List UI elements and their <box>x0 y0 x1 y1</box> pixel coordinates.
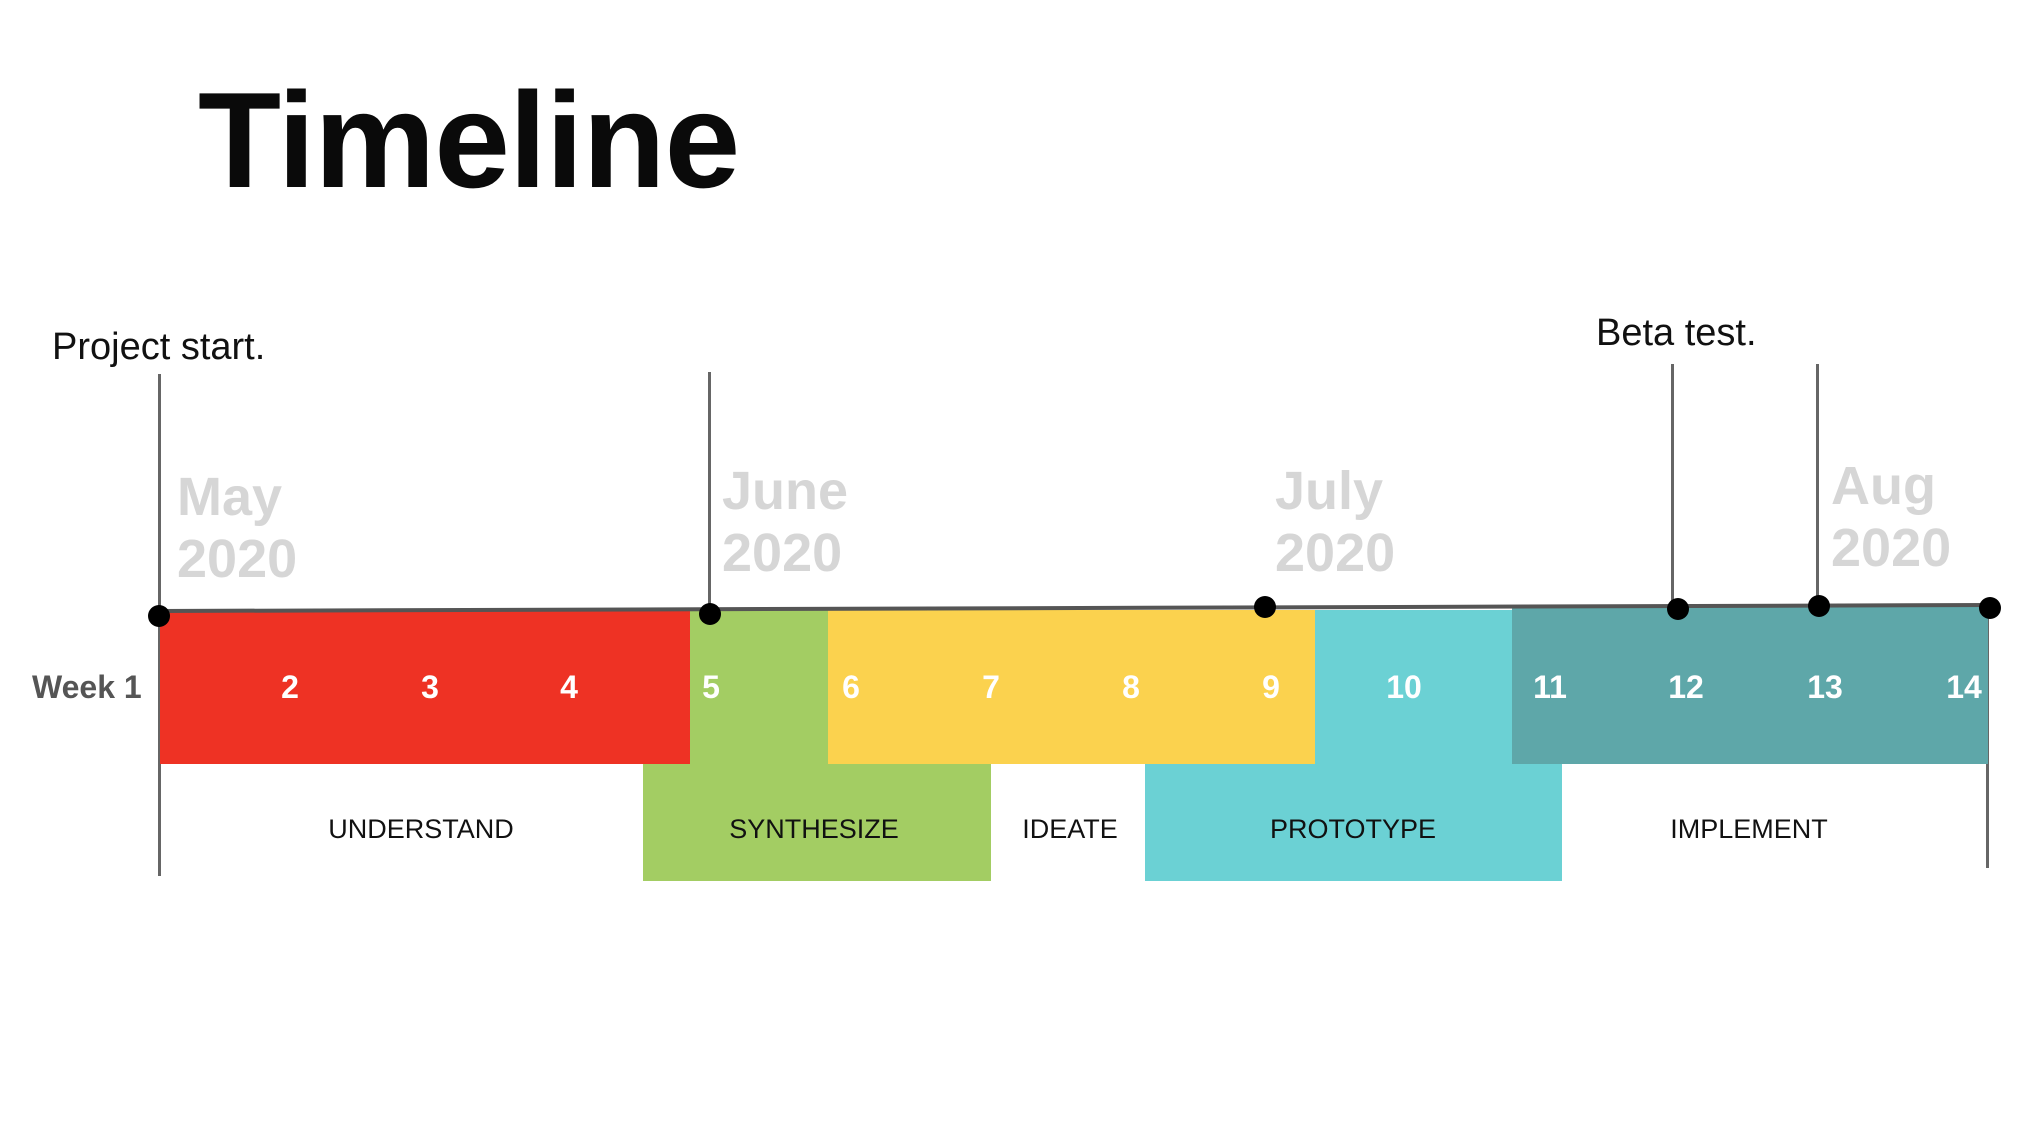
week-number: 11 <box>1533 669 1567 705</box>
prototype-phase-block <box>1145 764 1562 881</box>
phase-label-ideate: IDEATE <box>1022 814 1118 844</box>
milestone-dot <box>1979 597 2001 619</box>
milestone-dot <box>148 605 170 627</box>
month-year: 2020 <box>177 529 298 589</box>
phase-label-synthesize: SYNTHESIZE <box>729 814 899 844</box>
week-number: 14 <box>1946 669 1982 705</box>
week-number: 6 <box>842 669 860 705</box>
implement-week-block <box>1512 606 1988 764</box>
milestone-dot <box>1808 595 1830 617</box>
prototype-week-block <box>1315 610 1512 764</box>
understand-week-block <box>160 610 690 764</box>
beta-test-annotation: Beta test. <box>1596 312 1757 354</box>
aug-marker-line <box>1816 364 1819 608</box>
month-name: Aug <box>1831 456 1936 516</box>
page-title: Timeline <box>198 64 740 216</box>
week-number: 9 <box>1262 669 1280 705</box>
week-one-label: Week 1 <box>32 669 142 705</box>
month-label-may: May 2020 <box>177 466 297 590</box>
synthesize-phase-block <box>643 764 991 881</box>
milestone-dot <box>699 603 721 625</box>
milestone-dot <box>1254 596 1276 618</box>
month-name: May <box>177 467 283 527</box>
beta-test-line <box>1671 364 1674 610</box>
month-label-july: July 2020 <box>1275 460 1395 584</box>
week-number: 12 <box>1668 669 1704 705</box>
month-name: July <box>1275 461 1384 521</box>
project-start-annotation: Project start. <box>52 326 266 368</box>
week-number: 13 <box>1807 669 1843 705</box>
june-marker-line <box>708 372 711 612</box>
month-label-aug: Aug 2020 <box>1831 455 1951 579</box>
week-number: 4 <box>560 669 578 705</box>
month-year: 2020 <box>722 523 843 583</box>
phase-label-understand: UNDERSTAND <box>328 814 514 844</box>
phase-label-implement: IMPLEMENT <box>1670 814 1828 844</box>
week-number: 3 <box>421 669 439 705</box>
month-year: 2020 <box>1831 518 1952 578</box>
month-year: 2020 <box>1275 523 1396 583</box>
week-number: 5 <box>702 669 720 705</box>
ideate-week-block <box>828 610 1315 764</box>
milestone-dot <box>1667 598 1689 620</box>
week-number: 8 <box>1122 669 1140 705</box>
phase-label-prototype: PROTOTYPE <box>1269 814 1437 844</box>
month-label-june: June 2020 <box>722 460 848 584</box>
month-name: June <box>722 461 849 521</box>
synthesize-week-block <box>690 610 828 764</box>
week-number: 10 <box>1386 669 1422 705</box>
week-number: 2 <box>281 669 299 705</box>
week-number: 7 <box>982 669 1000 705</box>
timeline-axis-line <box>158 603 1992 613</box>
